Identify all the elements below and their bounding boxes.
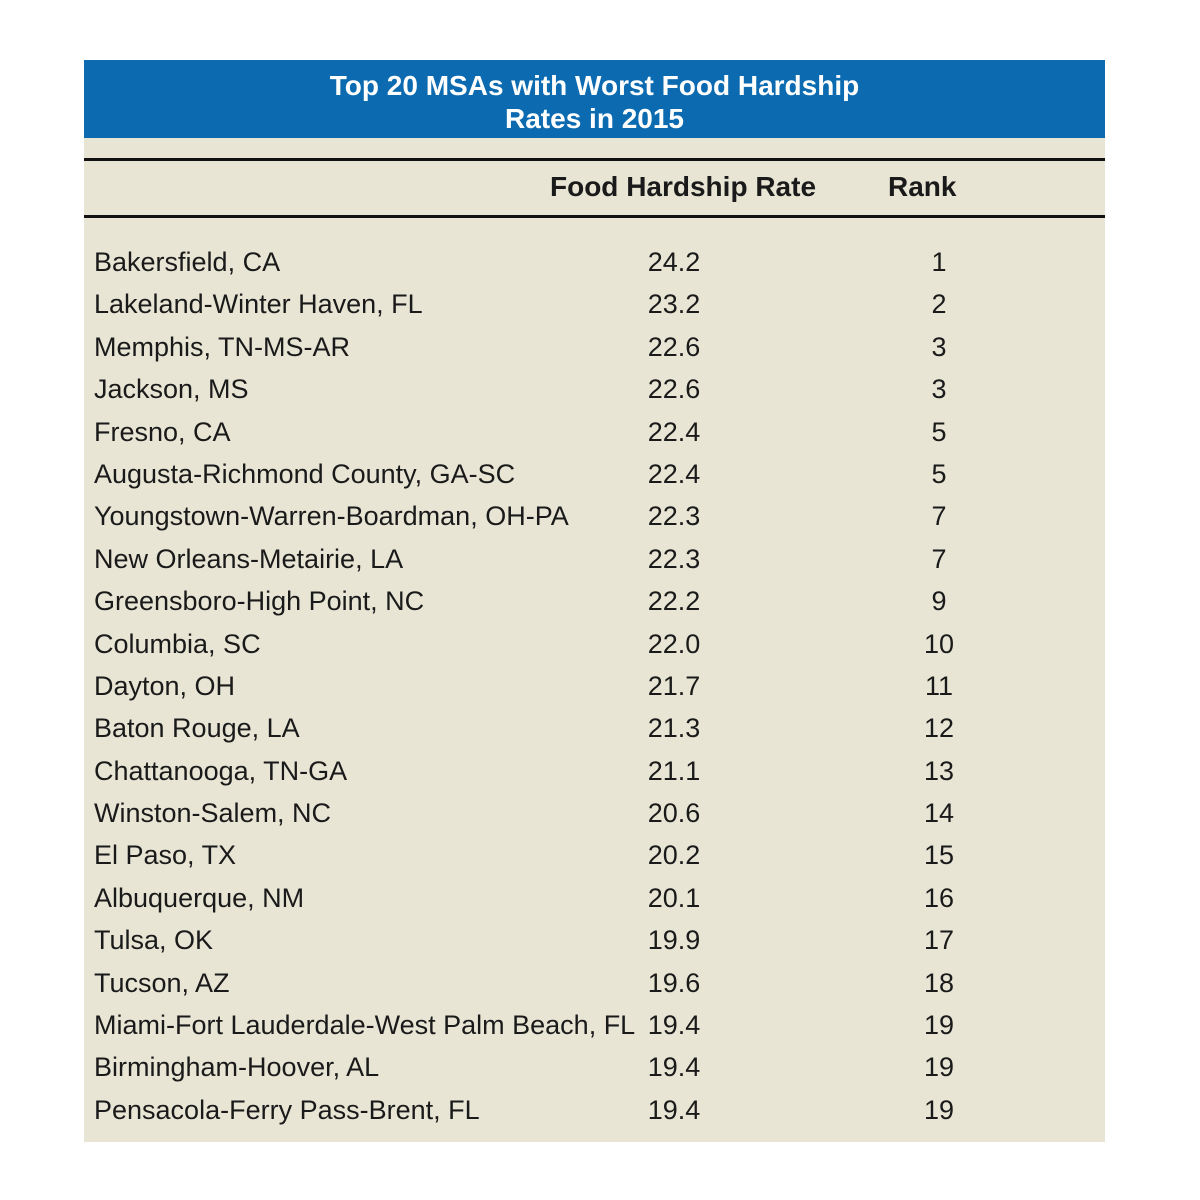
msa-name-cell: Youngstown-Warren-Boardman, OH-PA [94,501,569,532]
rate-cell: 21.3 [647,713,701,744]
rank-cell: 11 [924,670,954,701]
msa-name-cell: Miami-Fort Lauderdale-West Palm Beach, F… [94,1010,636,1041]
msa-name-cell: Baton Rouge, LA [94,713,300,744]
rate-cell: 22.3 [647,501,701,532]
header-bottom-rule [84,215,1105,218]
rate-cell: 22.4 [647,458,701,489]
rate-cell: 20.2 [647,840,701,871]
msa-name-cell: Birmingham-Hoover, AL [94,1052,380,1083]
rank-cell: 3 [931,374,947,405]
rank-cell: 10 [923,628,955,659]
table-row: Augusta-Richmond County, GA-SC 22.4 5 [84,453,1105,495]
header-top-rule [84,158,1105,161]
msa-name-cell: Tulsa, OK [94,925,214,956]
rank-cell: 17 [923,925,955,956]
table-row: Chattanooga, TN-GA 21.1 13 [84,750,1105,792]
column-header-rank: Rank [888,171,957,202]
msa-name-cell: Lakeland-Winter Haven, FL [94,289,423,320]
table-title-line-2: Rates in 2015 [505,103,684,134]
msa-name-cell: Winston-Salem, NC [94,798,332,829]
table-row: Miami-Fort Lauderdale-West Palm Beach, F… [84,1004,1105,1046]
rank-cell: 7 [931,501,947,532]
msa-name-cell: Columbia, SC [94,628,261,659]
table-row: New Orleans-Metairie, LA 22.3 7 [84,538,1105,580]
table-row: Winston-Salem, NC 20.6 14 [84,792,1105,834]
rate-cell: 19.4 [647,1094,701,1125]
rank-cell: 3 [931,331,947,362]
rank-cell: 5 [931,416,947,447]
rank-cell: 5 [931,458,947,489]
table-row: Birmingham-Hoover, AL 19.4 19 [84,1046,1105,1088]
rate-cell: 21.7 [647,670,701,701]
table-body: Bakersfield, CA 24.2 1 Lakeland-Winter Have… [84,241,1105,1131]
table-row: Greensboro-High Point, NC 22.2 9 [84,580,1105,622]
rate-cell: 23.2 [647,289,701,320]
rank-cell: 19 [923,1052,955,1083]
msa-name-cell: New Orleans-Metairie, LA [94,543,404,574]
rank-cell: 14 [923,798,955,829]
rate-cell: 19.9 [647,925,701,956]
rate-cell: 19.4 [647,1010,701,1041]
msa-name-cell: Fresno, CA [94,416,231,447]
rate-cell: 22.4 [647,416,701,447]
rank-cell: 18 [923,967,955,998]
rank-cell: 1 [931,247,947,277]
rank-cell: 12 [923,713,955,744]
rank-cell: 15 [923,840,955,871]
rank-cell: 7 [931,543,947,574]
table-row: Pensacola-Ferry Pass-Brent, FL 19.4 19 [84,1089,1105,1131]
msa-name-cell: Greensboro-High Point, NC [94,586,425,617]
table-row: Albuquerque, NM 20.1 16 [84,877,1105,919]
rate-cell: 20.1 [647,882,701,913]
rank-cell: 16 [923,882,955,913]
column-header-rate: Food Hardship Rate [550,171,817,202]
table-title-line-1: Top 20 MSAs with Worst Food Hardship [329,70,860,101]
table-row: Tulsa, OK 19.9 17 [84,919,1105,961]
rate-cell: 22.0 [647,628,701,659]
msa-name-cell: Dayton, OH [94,670,236,701]
rank-cell: 19 [923,1094,955,1125]
rate-cell: 20.6 [647,798,701,829]
msa-name-cell: Albuquerque, NM [94,882,305,913]
table-row: Baton Rouge, LA 21.3 12 [84,707,1105,749]
table-row: El Paso, TX 20.2 15 [84,834,1105,876]
table-row: Columbia, SC 22.0 10 [84,623,1105,665]
rank-cell: 13 [923,755,955,786]
msa-name-cell: Chattanooga, TN-GA [94,755,348,786]
rate-cell: 19.4 [647,1052,701,1083]
table-row: Jackson, MS 22.6 3 [84,368,1105,410]
rate-cell: 22.3 [647,543,701,574]
rank-cell: 2 [931,289,947,320]
table-row: Bakersfield, CA 24.2 1 [84,241,1105,283]
msa-name-cell: Augusta-Richmond County, GA-SC [94,458,516,489]
msa-name-cell: Bakersfield, CA [94,247,281,277]
rate-cell: 22.2 [647,586,701,617]
msa-name-cell: Jackson, MS [94,374,249,405]
title-bar: Top 20 MSAs with Worst Food Hardship Rat… [84,60,1105,138]
msa-name-cell: Memphis, TN-MS-AR [94,331,351,362]
data-table: Top 20 MSAs with Worst Food Hardship Rat… [84,60,1105,1142]
rate-cell: 22.6 [647,374,701,405]
rate-cell: 19.6 [647,967,701,998]
table-row: Dayton, OH 21.7 11 [84,665,1105,707]
rate-cell: 22.6 [647,331,701,362]
table-row: Tucson, AZ 19.6 18 [84,962,1105,1004]
rate-cell: 24.2 [647,247,701,277]
msa-name-cell: El Paso, TX [94,840,237,871]
table-row: Youngstown-Warren-Boardman, OH-PA 22.3 7 [84,495,1105,537]
table-row: Lakeland-Winter Haven, FL 23.2 2 [84,283,1105,325]
rank-cell: 9 [931,586,947,617]
rank-cell: 19 [923,1010,955,1041]
rate-cell: 21.1 [647,755,701,786]
msa-name-cell: Tucson, AZ [94,967,230,998]
table-row: Fresno, CA 22.4 5 [84,411,1105,453]
msa-name-cell: Pensacola-Ferry Pass-Brent, FL [94,1094,480,1125]
table-row: Memphis, TN-MS-AR 22.6 3 [84,326,1105,368]
